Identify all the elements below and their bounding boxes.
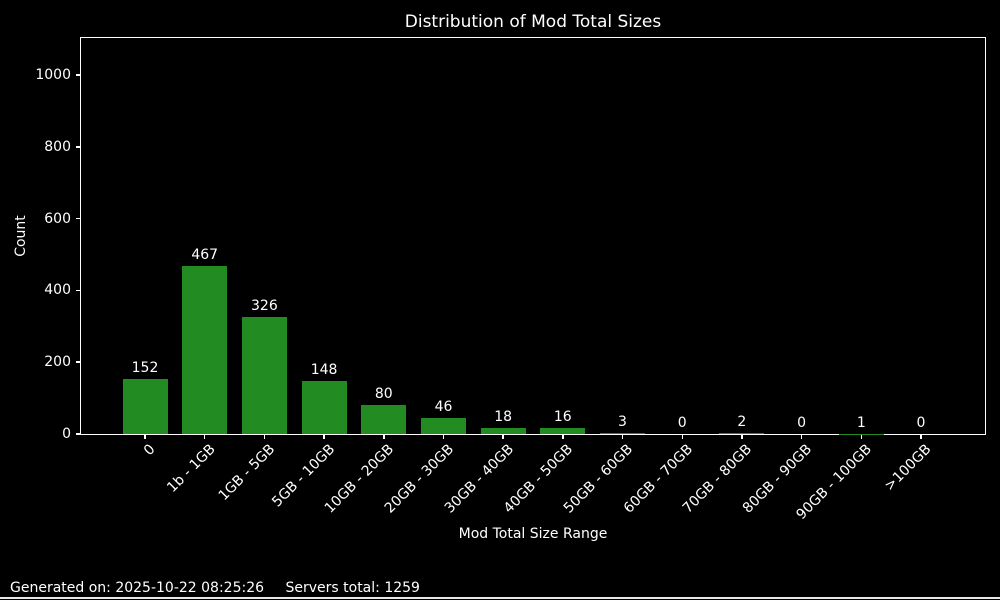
- y-tick: [75, 361, 80, 363]
- bar: [301, 380, 347, 434]
- x-tick: [323, 435, 325, 439]
- y-tick: [75, 146, 80, 148]
- y-tick-label: 400: [44, 282, 71, 299]
- footer-text: Generated on: 2025-10-22 08:25:26 Server…: [10, 581, 420, 595]
- y-tick: [75, 74, 80, 76]
- bar: [600, 432, 645, 434]
- bar: [480, 427, 526, 434]
- y-tick-label: 200: [44, 354, 71, 371]
- x-tick-label: >100GB: [881, 441, 935, 495]
- bar: [719, 433, 765, 434]
- bar-value-label: 0: [677, 415, 687, 431]
- bar: [182, 266, 228, 434]
- y-tick-label: 1000: [35, 67, 71, 83]
- bar-value-label: 0: [797, 415, 807, 431]
- bar-value-label: 152: [131, 360, 159, 377]
- x-tick: [562, 435, 564, 439]
- bar-value-label: 148: [310, 361, 338, 378]
- y-tick-label: 600: [44, 210, 71, 227]
- bar-value-label: 3: [618, 413, 627, 430]
- bar-value-label: 2: [737, 414, 747, 431]
- x-tick: [681, 435, 683, 439]
- bar-value-label: 326: [251, 298, 278, 314]
- x-axis-label: Mod Total Size Range: [458, 526, 608, 542]
- y-tick-label: 800: [44, 138, 71, 155]
- x-tick: [800, 435, 803, 439]
- x-tick: [502, 435, 504, 439]
- bar-value-label: 1: [856, 414, 866, 431]
- bottom-rule: [0, 597, 1000, 599]
- x-tick: [860, 435, 863, 439]
- x-tick: [203, 435, 206, 439]
- y-tick: [75, 217, 80, 220]
- bar-value-label: 80: [374, 386, 393, 403]
- x-tick: [383, 435, 385, 439]
- bar: [241, 317, 287, 434]
- chart-title: Distribution of Mod Total Sizes: [404, 12, 662, 32]
- x-tick: [144, 435, 146, 439]
- y-tick: [75, 289, 80, 292]
- bar-value-label: 467: [191, 247, 219, 264]
- servers-total: Servers total: 1259: [285, 580, 420, 596]
- bar: [540, 428, 586, 434]
- bar-value-label: 0: [916, 415, 926, 431]
- x-tick: [442, 435, 445, 439]
- y-tick-label: 0: [62, 426, 71, 442]
- x-tick: [621, 435, 624, 439]
- x-tick: [920, 435, 922, 439]
- x-tick: [741, 435, 743, 439]
- x-tick: [263, 435, 266, 439]
- bar: [421, 417, 466, 434]
- x-tick-label: 1b - 1GB: [163, 441, 219, 496]
- x-tick-label: 1GB - 5GB: [215, 441, 279, 505]
- y-tick: [75, 433, 80, 435]
- plot-area: 152 467 326 148 80 46 18 16 3 0 2 0 1 0: [80, 37, 986, 435]
- bar: [361, 405, 407, 434]
- bar-value-label: 18: [494, 408, 513, 425]
- generated-timestamp: Generated on: 2025-10-22 08:25:26: [10, 580, 265, 596]
- bar-value-label: 46: [434, 398, 453, 415]
- x-tick-label: 0: [140, 441, 159, 459]
- bar-value-label: 16: [553, 409, 572, 426]
- bar: [122, 379, 168, 434]
